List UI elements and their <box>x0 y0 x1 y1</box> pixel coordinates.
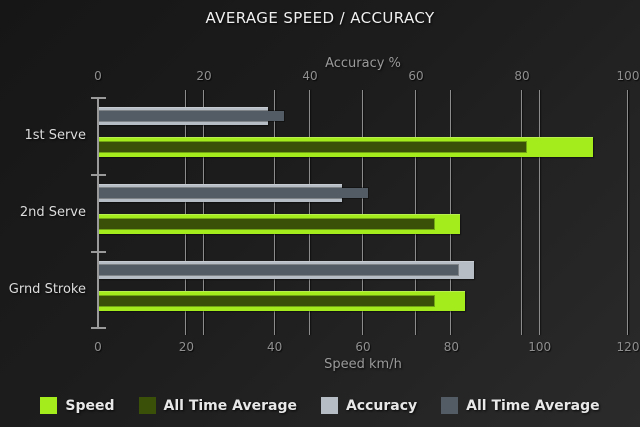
speed-tick-label: 40 <box>267 340 283 354</box>
legend-swatch <box>441 397 459 414</box>
accuracy-tick-label: 60 <box>408 69 424 83</box>
accuracy-axis-label: Accuracy % <box>325 56 401 71</box>
speed-axis-ticks: 0 20 40 60 80 100 120 <box>94 340 639 354</box>
gridline <box>309 90 310 335</box>
speed-tick-label: 60 <box>355 340 371 354</box>
y-axis-tick <box>91 97 106 99</box>
gridline <box>203 90 204 335</box>
legend-label: All Time Average <box>466 397 600 414</box>
gridline <box>362 90 363 335</box>
bar-accuracy-all-time-average <box>98 265 459 275</box>
y-axis-tick <box>91 251 106 253</box>
legend-swatch <box>40 397 58 414</box>
gridline <box>627 90 628 335</box>
category-label: 1st Serve <box>24 127 86 143</box>
speed-tick-label: 20 <box>178 340 194 354</box>
accuracy-axis-ticks: 0 20 40 60 80 100 <box>94 69 639 83</box>
speed-tick-label: 100 <box>528 340 552 354</box>
speed-axis-label: Speed km/h <box>324 357 402 372</box>
speed-tick-label: 0 <box>94 340 102 354</box>
bar-accuracy-all-time-average <box>98 188 369 198</box>
accuracy-tick-label: 100 <box>616 69 640 83</box>
gridline <box>450 90 452 335</box>
speed-tick-label: 120 <box>616 340 640 354</box>
legend-item: All Time Average <box>441 397 600 414</box>
gridline <box>273 90 275 335</box>
gridline <box>538 90 540 335</box>
legend-item: Speed <box>40 397 115 414</box>
plot-area <box>98 90 628 335</box>
legend: Speed All Time Average Accuracy All Time Av… <box>0 397 640 414</box>
accuracy-tick-label: 0 <box>94 69 102 83</box>
bar-group <box>98 174 628 251</box>
legend-label: All Time Average <box>163 397 297 414</box>
legend-label: Accuracy <box>345 397 418 414</box>
bar-speed-all-time-average <box>98 142 527 152</box>
gridline <box>521 90 522 335</box>
bar-group <box>98 251 628 328</box>
accuracy-tick-label: 80 <box>514 69 530 83</box>
gridline <box>415 90 416 335</box>
y-axis-tick <box>91 174 106 176</box>
legend-swatch <box>320 397 338 414</box>
legend-label: Speed <box>65 397 115 414</box>
y-axis-tick <box>91 327 106 329</box>
category-label: Grnd Stroke <box>8 281 86 297</box>
chart-title: AVERAGE SPEED / ACCURACY <box>205 9 435 27</box>
y-axis-line <box>97 97 99 328</box>
bar-speed-all-time-average <box>98 296 434 306</box>
legend-item: All Time Average <box>138 397 297 414</box>
legend-swatch <box>138 397 156 414</box>
bar-speed-all-time-average <box>98 219 434 229</box>
accuracy-tick-label: 20 <box>196 69 212 83</box>
gridline <box>185 90 187 335</box>
bar-accuracy-all-time-average <box>98 111 284 121</box>
category-label: 2nd Serve <box>19 204 86 220</box>
bar-group <box>98 97 628 174</box>
speed-tick-label: 80 <box>443 340 459 354</box>
accuracy-tick-label: 40 <box>302 69 318 83</box>
legend-item: Accuracy <box>320 397 418 414</box>
